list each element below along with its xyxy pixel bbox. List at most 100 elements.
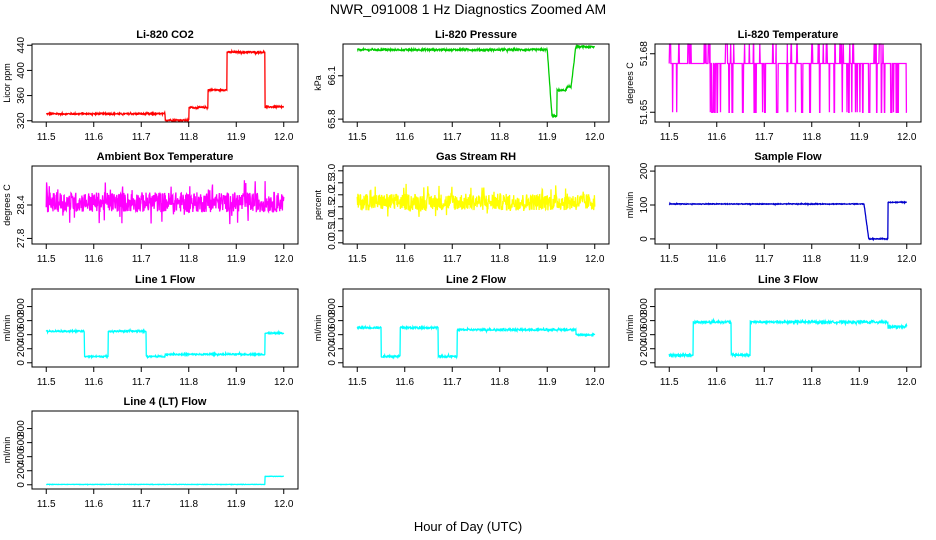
panel-8: Line 2 Flow ml/min 11.5 11.6 11.7 11.8 11.9 12.… — [313, 274, 610, 388]
panel-5-x-tick-label: 11.5 — [348, 254, 367, 265]
panel-8-y-tick-label: 600 — [327, 312, 338, 329]
panel-1-y-tick-label: 320 — [16, 112, 27, 129]
panel-5-y-tick-label: 2.0 — [327, 187, 338, 201]
panel-5-y-tick-label: 3.0 — [327, 163, 338, 177]
panel-10-ylabel: ml/min — [2, 437, 12, 464]
panel-2-x-tick-label: 12.0 — [585, 132, 605, 143]
panel-3-ylabel: degrees C — [625, 62, 635, 104]
panel-5-y-tick-label: 0.5 — [327, 223, 338, 237]
panel-1-x-tick-label: 11.7 — [132, 132, 151, 143]
panel-6-frame — [654, 165, 922, 245]
panel-8-x-tick-label: 11.9 — [538, 377, 557, 388]
panel-7-ylabel: ml/min — [2, 315, 12, 342]
panel-6-x-tick-label: 11.6 — [707, 254, 726, 265]
panel-6-x-tick-label: 11.9 — [850, 254, 869, 265]
panel-5-y-tick-label: 1.0 — [327, 211, 338, 225]
panel-7-title: Line 1 Flow — [135, 274, 195, 286]
panel-5-ylabel: percent — [313, 189, 323, 220]
panel-7-y-tick-label: 200 — [16, 340, 27, 357]
panel-10-x-tick-label: 11.8 — [179, 499, 198, 510]
panel-2-y-tick-label: 66.1 — [327, 66, 338, 86]
panel-3-title: Li-820 Temperature — [738, 29, 839, 41]
panel-2-series-line — [356, 43, 595, 119]
panel-10-y-tick-label: 0 — [16, 482, 27, 488]
panel-4-x-tick-label: 12.0 — [274, 254, 294, 265]
panel-4-y-tick-label: 27.8 — [16, 228, 27, 248]
panel-4-x-tick-label: 11.9 — [227, 254, 246, 265]
panel-7-y-tick-label: 600 — [16, 312, 27, 329]
panel-8-y-tick-label: 800 — [327, 298, 338, 315]
panel-10-frame — [31, 410, 299, 490]
panel-5-x-tick-label: 11.7 — [443, 254, 462, 265]
panel-8-x-tick-label: 11.8 — [490, 377, 509, 388]
panel-3-y-tick-label: 51.65 — [639, 99, 650, 124]
panel-9-x-tick-label: 11.9 — [850, 377, 869, 388]
panel-2-x-tick-label: 11.9 — [538, 132, 557, 143]
panel-8-y-tick-label: 400 — [327, 326, 338, 343]
panel-5-y-tick-label: 2.5 — [327, 175, 338, 189]
panel-7-y-tick-label: 400 — [16, 326, 27, 343]
panel-10-x-tick-label: 11.7 — [132, 499, 151, 510]
panel-7: Line 1 Flow ml/min 11.5 11.6 11.7 11.8 11.9 12.… — [2, 274, 299, 388]
panel-5-title: Gas Stream RH — [436, 151, 516, 163]
panel-2: Li-820 Pressure kPa 11.5 11.6 11.7 11.8 11.9 12… — [313, 29, 610, 143]
panel-1-y-tick-label: 400 — [16, 62, 27, 79]
panel-1-title: Li-820 CO2 — [136, 29, 193, 41]
panel-6: Sample Flow ml/min 11.5 11.6 11.7 11.8 11.9 12.… — [625, 151, 922, 265]
panel-4-y-tick-label: 28.4 — [16, 195, 27, 215]
panel-6-title: Sample Flow — [754, 151, 822, 163]
panel-2-title: Li-820 Pressure — [435, 29, 517, 41]
panel-5-x-tick-label: 12.0 — [585, 254, 605, 265]
panel-9-x-tick-label: 11.6 — [707, 377, 726, 388]
panel-1-ylabel: Licor ppm — [2, 63, 12, 103]
panel-4-ylabel: degrees C — [2, 184, 12, 226]
panel-6-x-tick-label: 11.5 — [660, 254, 679, 265]
panel-9-x-tick-label: 12.0 — [897, 377, 917, 388]
panel-7-frame — [31, 288, 299, 368]
panel-10-series-line — [46, 475, 285, 486]
panel-1-y-tick-label: 440 — [16, 36, 27, 53]
panel-5-x-tick-label: 11.6 — [395, 254, 414, 265]
panel-7-y-tick-label: 0 — [16, 360, 27, 366]
panel-10-y-tick-label: 800 — [16, 420, 27, 437]
panel-9-x-tick-label: 11.7 — [755, 377, 774, 388]
panel-4-x-tick-label: 11.8 — [179, 254, 198, 265]
panel-10-x-tick-label: 11.9 — [227, 499, 246, 510]
panel-6-x-tick-label: 11.8 — [802, 254, 821, 265]
panel-10-y-tick-label: 200 — [16, 462, 27, 479]
panel-3-x-tick-label: 11.6 — [707, 132, 726, 143]
panel-8-x-tick-label: 12.0 — [585, 377, 605, 388]
panel-4-title: Ambient Box Temperature — [97, 151, 234, 163]
panel-4-x-tick-label: 11.5 — [37, 254, 56, 265]
panel-7-x-tick-label: 12.0 — [274, 377, 294, 388]
panel-4-x-tick-label: 11.6 — [84, 254, 103, 265]
panels-container: Li-820 CO2 Licor ppm 11.5 11.6 11.7 11.8 11.9 1… — [2, 29, 922, 510]
panel-3-frame — [654, 43, 922, 123]
panel-3-x-tick-label: 11.9 — [850, 132, 869, 143]
panel-3-y-tick-label: 51.68 — [639, 41, 650, 66]
panel-7-series-line — [45, 327, 285, 360]
panel-7-x-tick-label: 11.9 — [227, 377, 246, 388]
panel-7-x-tick-label: 11.5 — [37, 377, 56, 388]
panel-9-y-tick-label: 0 — [639, 360, 650, 366]
panel-4: Ambient Box Temperature degrees C 11.5 11.6… — [2, 151, 299, 265]
panel-3-x-tick-label: 12.0 — [897, 132, 917, 143]
panel-5-x-tick-label: 11.8 — [490, 254, 509, 265]
x-axis-label: Hour of Day (UTC) — [414, 519, 522, 534]
panel-1-x-tick-label: 11.5 — [37, 132, 56, 143]
panel-3-series-line — [668, 43, 908, 113]
panel-3-x-tick-label: 11.5 — [660, 132, 679, 143]
panel-1-series-line — [46, 48, 284, 124]
panel-8-ylabel: ml/min — [313, 315, 323, 342]
panel-10-title: Line 4 (LT) Flow — [124, 396, 207, 408]
panel-10-x-tick-label: 11.6 — [84, 499, 103, 510]
panel-9-title: Line 3 Flow — [758, 274, 818, 286]
panel-2-ylabel: kPa — [313, 75, 323, 91]
panel-1-x-tick-label: 11.6 — [84, 132, 103, 143]
panel-6-x-tick-label: 12.0 — [897, 254, 917, 265]
panel-5-y-tick-label: 1.5 — [327, 199, 338, 213]
panel-9-y-tick-label: 800 — [639, 298, 650, 315]
panel-3: Li-820 Temperature degrees C 11.5 11.6 11.7 1… — [625, 29, 922, 143]
panel-9-y-tick-label: 400 — [639, 326, 650, 343]
